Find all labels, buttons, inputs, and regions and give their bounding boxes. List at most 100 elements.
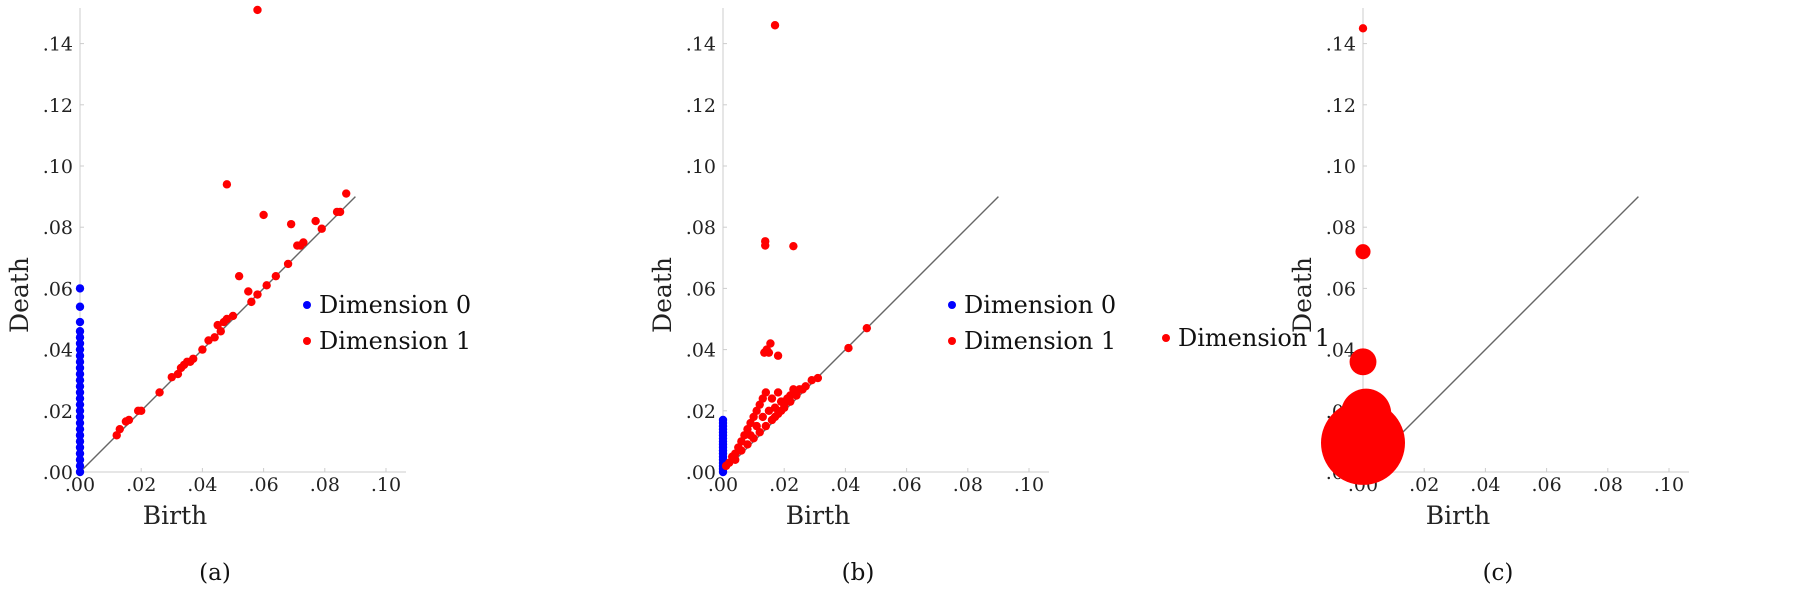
- dimension-1-point: [1321, 400, 1405, 485]
- dimension-1-point: [764, 406, 774, 415]
- y-tick-label: .14: [43, 34, 73, 56]
- dimension-0-point: [75, 317, 85, 327]
- x-tick-label: .10: [1654, 474, 1684, 496]
- dimension-0-point: [75, 455, 85, 464]
- y-tick-label: .08: [1326, 217, 1356, 239]
- y-tick-label: .08: [43, 217, 73, 239]
- panel-c: .00.02.04.06.08.10.00.02.04.06.08.10.12.…: [1162, 8, 1689, 586]
- dimension-1-point: [1355, 244, 1371, 260]
- x-tick-label: .06: [1531, 474, 1561, 496]
- dimension-1-point: [792, 391, 801, 400]
- y-tick-label: .00: [686, 462, 716, 484]
- dimension-0-point: [75, 327, 85, 336]
- y-tick-label: .10: [1326, 156, 1356, 178]
- dimension-1-point: [286, 219, 296, 229]
- dimension-0-point: [75, 461, 85, 471]
- y-tick-label: .04: [43, 340, 73, 362]
- dimension-0-point: [75, 302, 85, 311]
- legend-marker: [1162, 334, 1170, 342]
- legend-marker: [303, 301, 311, 309]
- dimension-1-point: [766, 339, 775, 348]
- dimension-0-point: [75, 284, 85, 293]
- dimension-1-point: [204, 336, 213, 345]
- dimension-1-point: [752, 421, 761, 431]
- dimension-1-point: [112, 431, 121, 440]
- dimension-1-point: [731, 455, 740, 464]
- x-tick-label: .02: [126, 474, 156, 496]
- dimension-1-point: [807, 376, 816, 385]
- dimension-1-point: [167, 372, 176, 382]
- diagonal-line: [1362, 196, 1639, 473]
- diagonal-line: [79, 196, 356, 473]
- dimension-1-point: [862, 323, 872, 333]
- dimension-1-point: [222, 180, 232, 189]
- panel-caption: (c): [1483, 560, 1514, 586]
- x-tick-label: .10: [371, 474, 401, 496]
- dimension-1-point: [737, 446, 746, 455]
- dimension-1-point: [773, 388, 783, 397]
- dimension-1-point: [133, 406, 143, 415]
- dimension-1-point: [783, 394, 792, 403]
- y-tick-label: .02: [43, 401, 73, 423]
- x-axis-label: Birth: [1426, 501, 1490, 530]
- dimension-1-point: [764, 348, 774, 357]
- x-axis-label: Birth: [786, 501, 850, 530]
- dimension-0-point: [75, 400, 85, 409]
- dimension-1-point: [253, 290, 262, 299]
- dimension-0-point: [718, 415, 728, 425]
- y-tick-label: .10: [43, 156, 73, 178]
- dimension-0-point: [75, 431, 85, 440]
- x-tick-label: .04: [187, 474, 217, 496]
- dimension-1-point: [776, 406, 786, 415]
- dimension-0-point: [75, 351, 85, 360]
- dimension-1-point: [770, 21, 780, 30]
- y-axis-label: Death: [1288, 257, 1317, 333]
- y-tick-label: .14: [1326, 34, 1356, 56]
- y-tick-label: .04: [1326, 340, 1356, 362]
- y-tick-label: .08: [686, 217, 716, 239]
- dimension-0-point: [75, 376, 85, 385]
- dimension-0-point: [75, 339, 85, 348]
- panel-a: .00 .02 .04 .06 .08 .10 .00 .02 .04 .06 .08 .10 .12.…: [5, 5, 471, 586]
- legend-marker: [303, 337, 311, 345]
- x-tick-label: .00: [708, 474, 738, 496]
- y-tick-label: .14: [686, 34, 716, 56]
- panel-caption: (b): [842, 560, 875, 586]
- dimension-1-point: [317, 224, 326, 233]
- dimension-0-point: [75, 388, 85, 397]
- legend-marker: [948, 337, 956, 345]
- dimension-1-point: [761, 421, 771, 431]
- y-tick-label: .10: [686, 156, 716, 178]
- dimension-0-point: [75, 449, 85, 458]
- dimension-1-point: [311, 216, 320, 226]
- y-axis-label: Death: [5, 257, 34, 333]
- dimension-1-point: [262, 281, 271, 290]
- x-tick-label: .06: [891, 474, 921, 496]
- dimension-0-point: [75, 382, 85, 391]
- dimension-1-point: [1349, 348, 1377, 376]
- x-tick-label: .02: [1409, 474, 1439, 496]
- dimension-1-point: [271, 271, 281, 281]
- dimension-1-point: [761, 241, 770, 250]
- dimension-1-point: [767, 394, 777, 403]
- dimension-1-point: [234, 271, 244, 281]
- dimension-0-point: [75, 437, 85, 446]
- dimension-1-point: [342, 189, 351, 198]
- dimension-1-point: [335, 207, 345, 217]
- dimension-0-point: [75, 467, 85, 477]
- x-tick-label: .10: [1014, 474, 1044, 496]
- dimension-1-point: [253, 5, 262, 15]
- dimension-0-point: [75, 412, 85, 422]
- legend-label: Dimension 0: [964, 291, 1116, 319]
- y-tick-label: .06: [43, 278, 73, 300]
- y-tick-label: .12: [43, 95, 73, 117]
- x-tick-label: .08: [1593, 474, 1623, 496]
- dimension-1-point: [1358, 24, 1368, 33]
- x-tick-label: .02: [769, 474, 799, 496]
- dimension-1-point: [244, 287, 253, 296]
- dimension-1-point: [247, 297, 256, 307]
- dimension-0-point: [75, 394, 85, 403]
- dimension-1-point: [299, 238, 308, 247]
- x-tick-label: .00: [65, 474, 95, 496]
- dimension-1-point: [198, 345, 207, 354]
